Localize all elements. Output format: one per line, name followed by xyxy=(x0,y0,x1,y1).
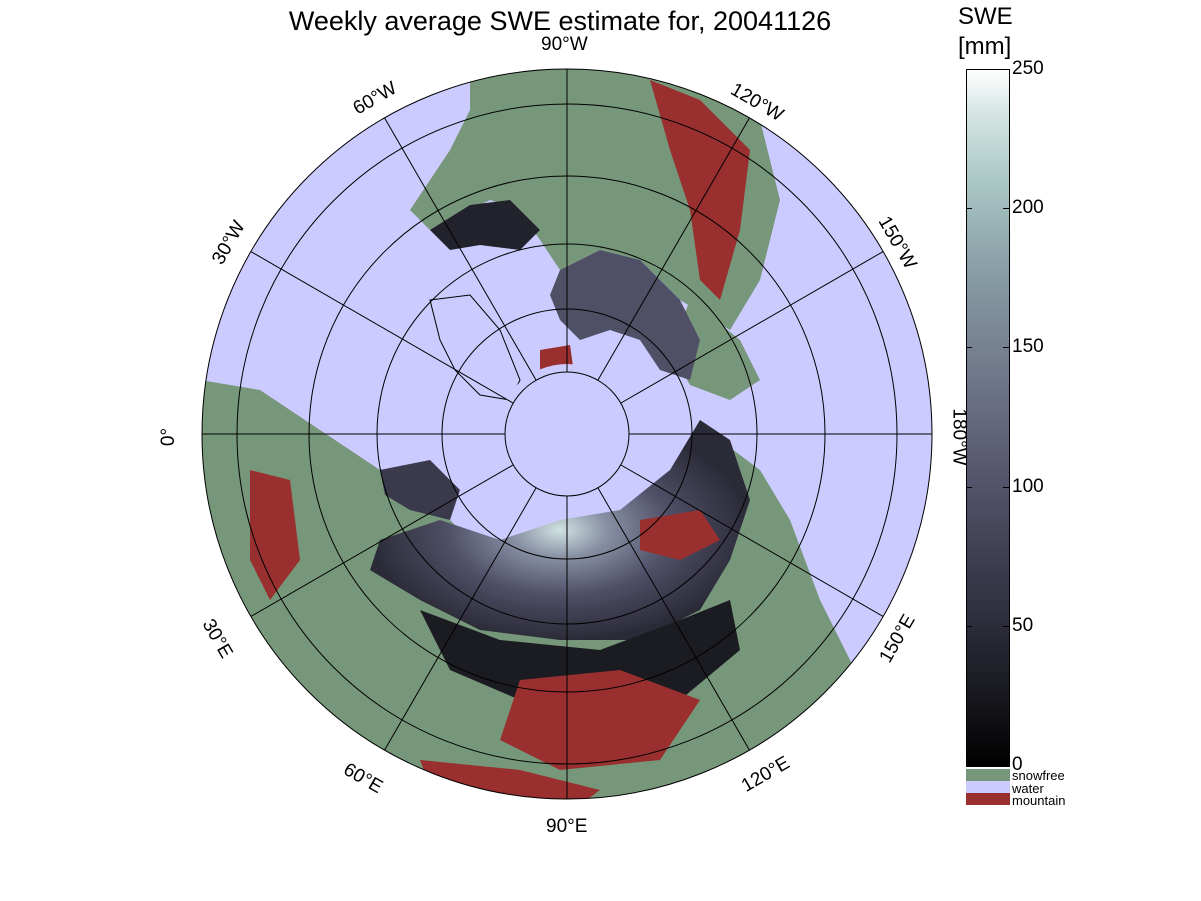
lon-label-90w: 90°W xyxy=(541,34,588,55)
legend-label-water: water xyxy=(1012,781,1044,796)
snow-scandinavia xyxy=(380,460,460,520)
colorbar-tick-label: 0 xyxy=(1012,754,1023,775)
mountain-east-siberia xyxy=(640,510,720,560)
colorbar-tick-mark xyxy=(966,625,972,627)
legend-label-mountain: mountain xyxy=(1012,793,1066,808)
legend-label-snowfree: snowfree xyxy=(1012,768,1065,783)
colorbar-tick-mark xyxy=(966,765,972,766)
colorbar-tick-mark xyxy=(1003,486,1009,488)
colorbar-tick-mark xyxy=(1003,69,1009,70)
colorbar-tick-mark xyxy=(1003,208,1009,210)
lon-label-90e: 90°E xyxy=(546,816,588,837)
graticule xyxy=(202,69,932,799)
legend-swatch-snowfree xyxy=(966,769,1010,781)
colorbar-tick-label: 200 xyxy=(1012,197,1044,219)
colorbar-tick-mark xyxy=(1003,765,1009,766)
map-title: Weekly average SWE estimate for, 2004112… xyxy=(288,6,832,36)
colorbar-tick-label: 50 xyxy=(1012,614,1034,636)
colorbar-tick-label: 150 xyxy=(1012,336,1044,358)
colorbar-tick-mark xyxy=(1003,625,1009,627)
map-border xyxy=(201,68,933,800)
colorbar-tick-mark xyxy=(1003,347,1009,349)
colorbar xyxy=(966,69,1010,767)
colorbar-tick-label: 100 xyxy=(1012,475,1044,497)
colorbar-tick-mark xyxy=(966,69,972,70)
arctic-ocean-center xyxy=(497,364,637,504)
snow-siberia xyxy=(370,420,750,640)
mountain-europe xyxy=(250,470,300,600)
colorbar-tick-mark xyxy=(966,208,972,210)
lon-label-0: 0° xyxy=(158,427,180,447)
snow-canada-dark xyxy=(430,200,540,250)
legend-swatch-water xyxy=(966,781,1010,793)
colorbar-tick-mark xyxy=(966,347,972,349)
colorbar-title-swe: SWE xyxy=(958,3,1013,30)
legend-swatch-mountain xyxy=(966,793,1010,805)
colorbar-title-unit: [mm] xyxy=(958,33,1012,60)
mountain-rockies xyxy=(650,80,750,300)
snow-canada xyxy=(550,250,700,380)
mountain-central-asia xyxy=(500,670,700,770)
mountain-himalaya xyxy=(420,760,600,799)
colorbar-tick-mark xyxy=(966,486,972,488)
colorbar-title: SWE [mm] xyxy=(958,2,1013,62)
colorbar-tick-label: 250 xyxy=(1012,58,1044,79)
